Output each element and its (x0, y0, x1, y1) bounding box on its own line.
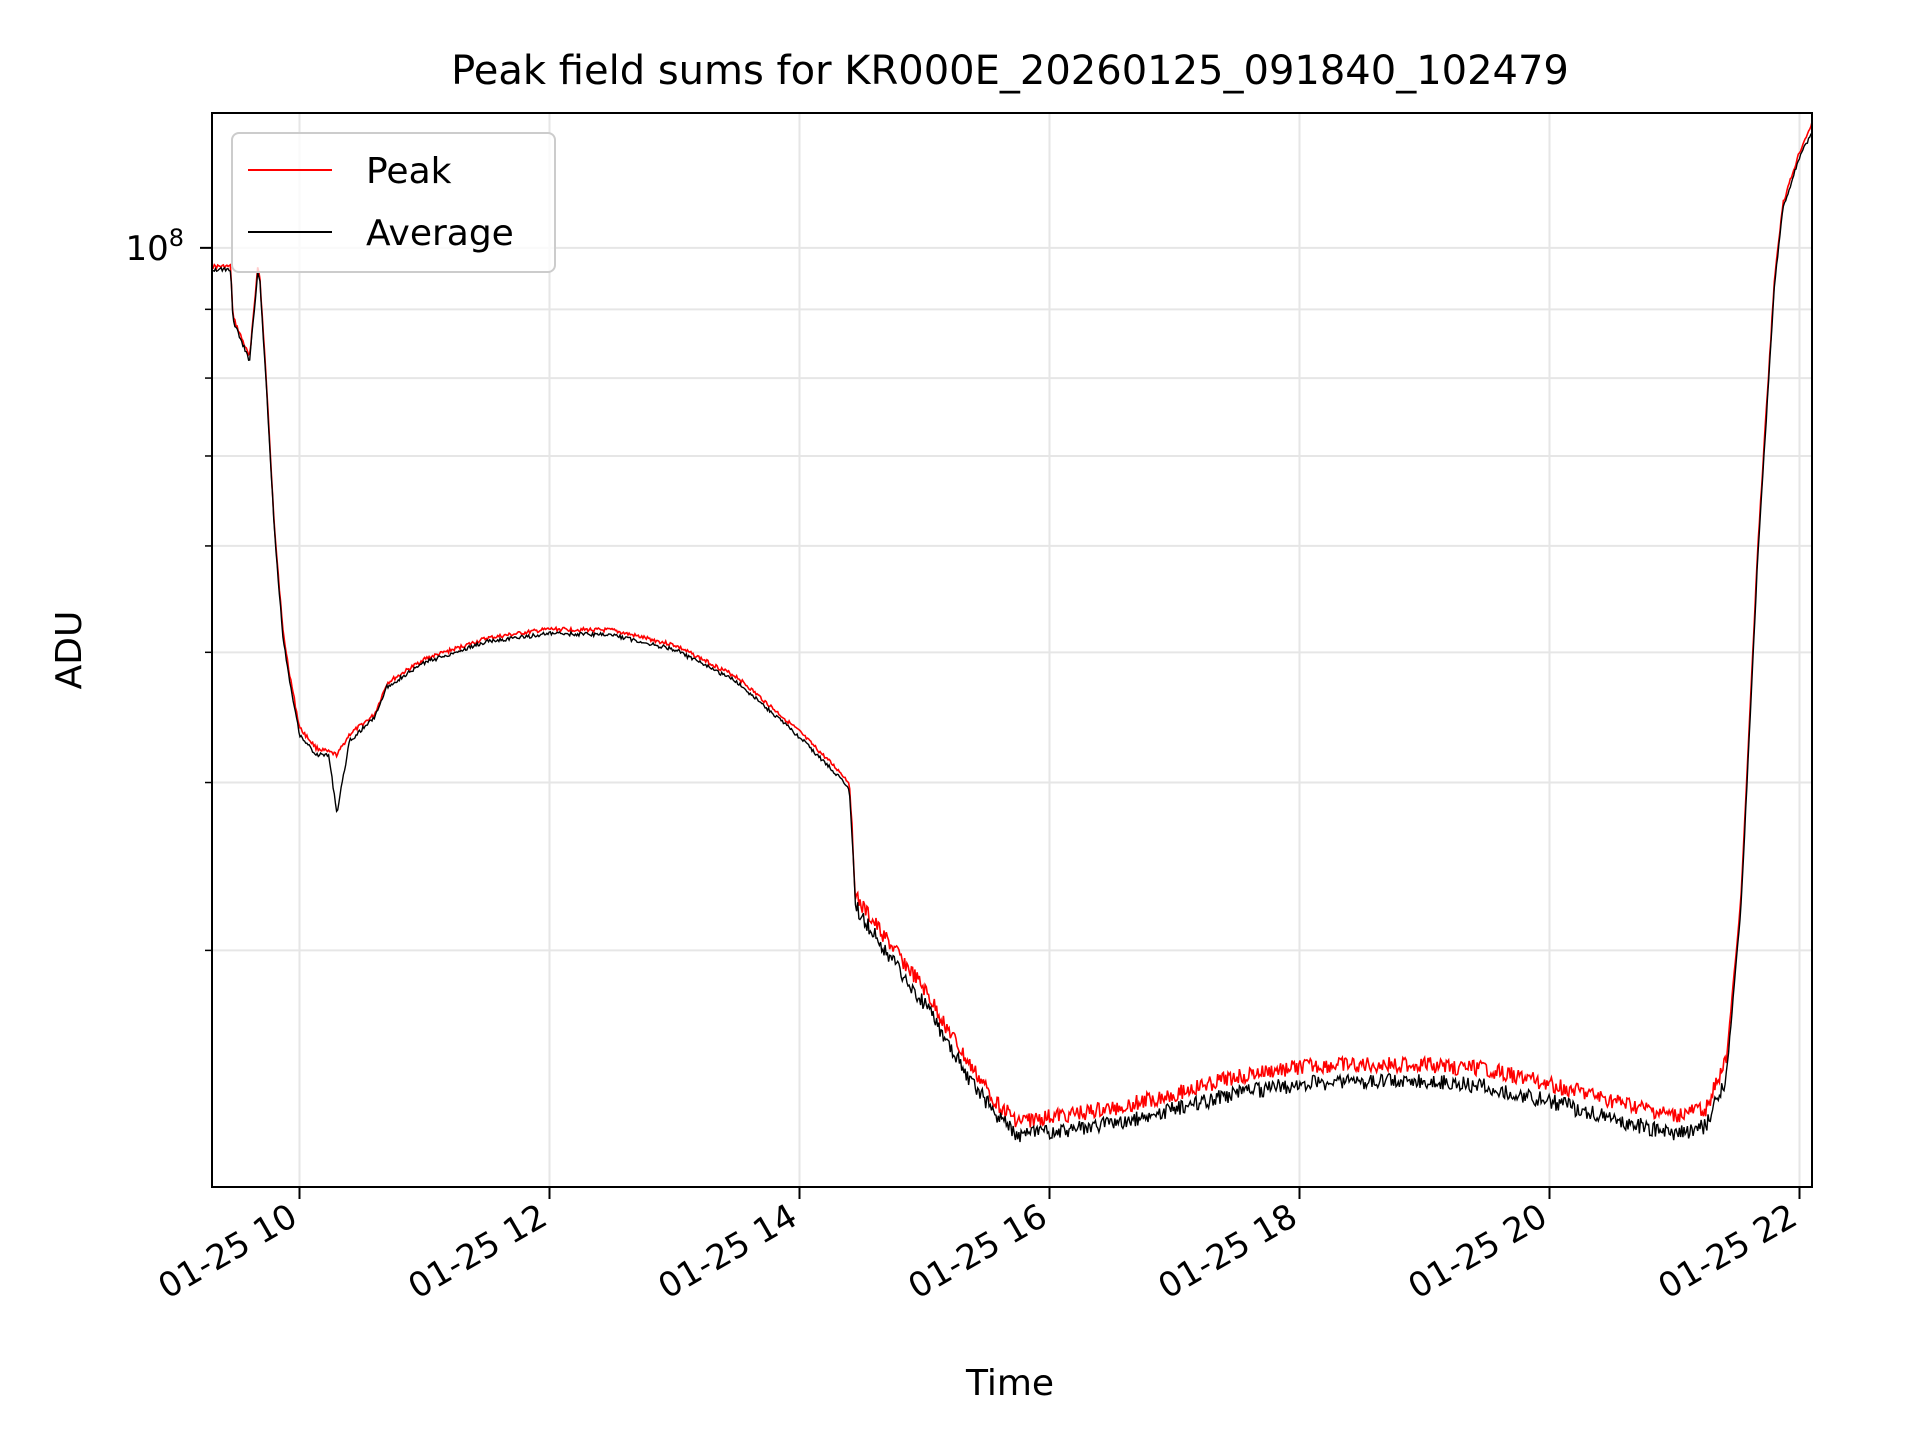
y-tick-label: 108 (125, 224, 184, 269)
series-line-average (211, 133, 1813, 1143)
grid (212, 113, 1812, 1187)
chart-title: Peak field sums for KR000E_20260125_0918… (451, 48, 1569, 94)
legend-label-average: Average (366, 213, 514, 254)
y-axis-label: ADU (49, 611, 90, 690)
legend: Peak Average (231, 132, 556, 273)
x-axis-label: Time (965, 1363, 1054, 1404)
plot-lines (211, 121, 1813, 1143)
legend-label-peak: Peak (366, 151, 452, 192)
plot-frame (211, 112, 1813, 1188)
series-line-peak (211, 121, 1813, 1128)
legend-box (231, 132, 556, 273)
